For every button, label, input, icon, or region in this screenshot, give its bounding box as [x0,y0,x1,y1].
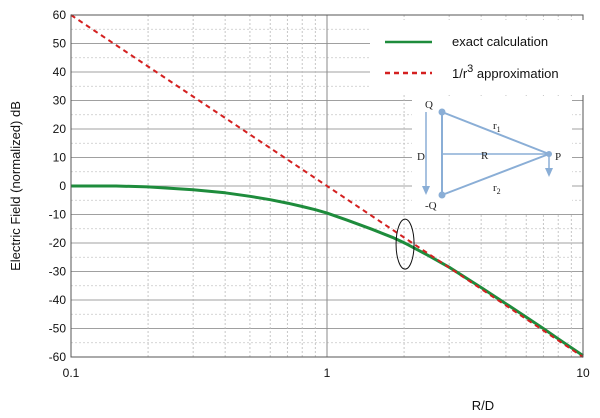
legend-approx-suffix: approximation [473,66,558,81]
inset-label-r1: r1 [493,120,501,134]
y-tick-label: 10 [53,151,67,165]
inset-r2-sub: 2 [497,187,501,196]
inset-r1-base: r [493,120,497,132]
legend-approx-sup: 3 [467,63,473,75]
y-tick-label: -30 [49,265,67,279]
annotation-ellipse [395,218,415,270]
inset-label-neg-q: -Q [425,200,437,212]
inset-label-r: R [481,150,489,162]
inset-arrowhead-p [545,168,553,177]
y-tick-label: 30 [53,94,67,108]
inset-point-p [546,151,552,157]
y-tick-label: -50 [49,322,67,336]
y-tick-label: 0 [59,179,66,193]
inset-label-q: Q [425,99,433,111]
inset-r1-sub: 1 [497,125,501,134]
legend-approx-prefix: 1/r [452,66,468,81]
inset-arrowhead-d [422,186,430,195]
y-tick-label: -20 [49,236,67,250]
y-tick-label: -10 [49,208,67,222]
axes [70,14,584,358]
inset-line-r1 [441,111,550,155]
series-line-exact [71,184,584,357]
plot-frame [70,14,584,358]
y-tick-label: 50 [53,37,67,51]
legend-background [370,20,585,95]
x-axis-title: R/D [472,398,494,413]
annotation-layer [395,218,415,270]
inset-line-r2 [441,153,550,196]
dipole-inset: Q -Q D R P r1 r2 [412,96,572,214]
series-layer [70,14,584,358]
x-tick-label: 10 [576,366,590,380]
y-tick-label: 40 [53,65,67,79]
y-tick-label: -60 [49,350,67,364]
x-tick-label: 1 [324,366,331,380]
y-axis-title: Electric Field (normalized) dB [8,101,23,271]
inset-charge-negative [438,191,446,199]
inset-label-d: D [417,151,425,163]
y-tick-label: 60 [53,8,67,22]
axis-labels: 60 50 40 30 20 10 0 -10 -20 -30 -40 -50 -60 0.1 1 10 [49,8,590,380]
y-tick-label: -40 [49,293,67,307]
legend-label-exact: exact calculation [452,34,548,49]
legend-label-approx: 1/r3 approximation [452,63,559,81]
series-line-approximation [70,14,584,358]
x-tick-label: 0.1 [63,366,80,380]
inset-charge-positive [438,108,446,116]
inset-label-p: P [555,151,561,163]
inset-r2-base: r [493,182,497,194]
inset-label-r2: r2 [493,182,501,196]
y-tick-label: 20 [53,122,67,136]
legend: exact calculation 1/r3 approximation [370,20,585,95]
